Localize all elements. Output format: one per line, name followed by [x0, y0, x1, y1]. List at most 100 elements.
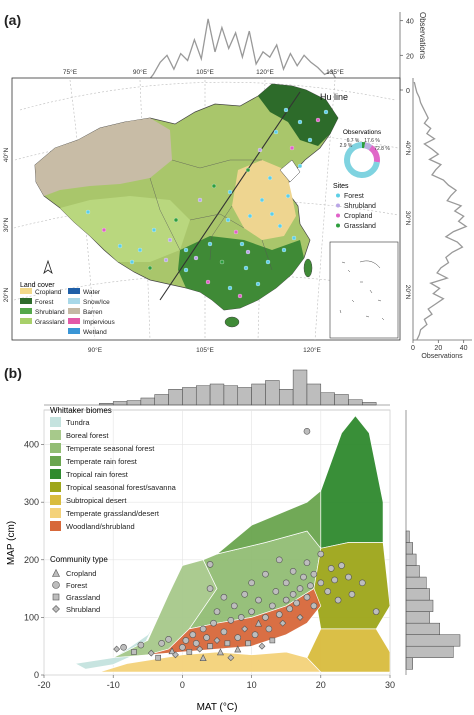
hu-line-label: Hu line [320, 92, 348, 102]
scatter-point-forest [275, 611, 283, 618]
sites-legend-label: Grassland [344, 223, 376, 230]
right-histogram-tick-label: 20 [434, 345, 442, 352]
province-borders [149, 159, 273, 271]
scatter-point-forest [327, 565, 335, 572]
community-legend-diamond-icon [52, 605, 60, 613]
land-cover-swatch [20, 288, 32, 294]
sites-legend-marker [336, 203, 340, 208]
top-histogram-tick-label: 40 [406, 19, 414, 26]
y-axis-label: MAP (cm) [6, 521, 17, 565]
x-axis-label: MAT (°C) [197, 702, 238, 713]
land-cover-label: Grassland [35, 319, 65, 326]
biome-temperate-grassland-desert [99, 651, 322, 673]
longitude-label-bottom: 120°E [303, 346, 321, 354]
donut-percent-label: 6.7 % [347, 138, 360, 144]
taiwan-island [303, 258, 313, 278]
scatter-point-forest [303, 559, 311, 566]
site-point [225, 217, 231, 223]
community-legend-square-icon [52, 593, 60, 601]
mat-histogram-bar [209, 383, 225, 406]
mat-histogram-bar [279, 389, 294, 406]
donut-percent-label: 17.6 % [364, 138, 380, 144]
land-cover-swatch [68, 328, 80, 334]
site-point [151, 227, 157, 233]
mat-histogram-bar [320, 392, 335, 406]
site-point [245, 249, 251, 255]
site-point [211, 183, 217, 189]
biome-legend-swatch [50, 495, 61, 505]
scatter-point-forest [317, 550, 325, 558]
south-forest [178, 236, 304, 310]
site-point [233, 229, 239, 235]
top-histogram-tick-label: 0 [406, 88, 410, 95]
y-tick-label: 400 [24, 440, 39, 450]
scatter-point-forest [241, 591, 248, 598]
land-cover-swatch [20, 318, 32, 324]
scatter-point-cropland [199, 654, 207, 662]
scatter-point-cropland [216, 648, 224, 656]
scatter-point-shrubland [241, 625, 249, 633]
scatter-point-cropland [255, 619, 263, 627]
hainan-island [224, 316, 240, 328]
land-cover-legend: Land cover Cropland Forest Shrubland Grassl… [20, 282, 116, 336]
scatter-point-shrubland [196, 645, 204, 653]
site-point [255, 281, 261, 287]
scatter-point-grassland [186, 649, 193, 655]
y-axis-ticks: 0 100 200 300 400 [24, 440, 44, 680]
mat-histogram-bar [168, 389, 183, 406]
bohai-sea [279, 159, 301, 183]
site-point [197, 197, 203, 203]
land-cover-label: Shrubland [35, 309, 65, 316]
scatter-point-forest [137, 641, 145, 649]
sites-legend-marker [336, 193, 340, 198]
scatter-point-forest [272, 588, 280, 595]
scatter-point-forest [248, 608, 255, 615]
right-histogram-line [413, 81, 468, 341]
land-cover-label: Forest [35, 299, 54, 306]
sites-legend-label: Forest [344, 193, 364, 200]
inset-islands [339, 260, 385, 321]
site-point [245, 167, 251, 173]
site-point [101, 227, 107, 233]
site-point [207, 241, 213, 247]
x-tick-label: 30 [385, 680, 395, 690]
longitude-label-bottom: 90°E [88, 346, 103, 354]
biome-legend-label: Woodland/shrubland [66, 522, 135, 531]
scatter-point-forest [220, 593, 228, 601]
scatter-point-forest [338, 562, 345, 569]
mat-histogram-bar [251, 383, 266, 406]
site-point [291, 235, 297, 241]
mat-histogram [99, 369, 377, 406]
land-cover-label: Wetland [83, 329, 107, 336]
biome-tropical-seasonal-forest-savanna [313, 542, 390, 630]
site-point [167, 237, 173, 243]
scatter-point-forest [282, 579, 290, 587]
scatter-point-forest [262, 614, 269, 621]
panel-b-label: (b) [4, 365, 22, 381]
site-point [173, 217, 179, 223]
site-point [265, 259, 271, 265]
mat-histogram-bar [306, 383, 322, 406]
scatter-point-forest [237, 614, 245, 621]
scatter-point-forest [227, 616, 235, 624]
biome-legend-label: Boreal forest [66, 431, 109, 440]
biome-legend-title: Whittaker biomes [50, 406, 112, 415]
scatter-points [113, 428, 380, 662]
site-point [205, 279, 211, 285]
x-axis-ticks: -20 -10 0 10 20 30 [37, 675, 395, 690]
site-point [239, 241, 245, 247]
scatter-point-forest [310, 570, 318, 578]
scatter-point-shrubland [113, 645, 121, 653]
site-point [269, 211, 275, 217]
biome-legend-label: Tropical seasonal forest/savanna [66, 483, 177, 492]
longitude-label-top: 75°E [63, 68, 78, 76]
land-cover-swatch [20, 308, 32, 314]
scatter-point-forest [348, 591, 356, 598]
site-point [257, 147, 263, 153]
site-point [259, 197, 265, 203]
biome-legend-label: Subtropical desert [66, 496, 127, 505]
scatter-point-forest [317, 579, 325, 587]
scatter-point-forest [210, 619, 217, 627]
mat-histogram-bar [154, 394, 169, 406]
scatter-point-forest [206, 561, 214, 568]
